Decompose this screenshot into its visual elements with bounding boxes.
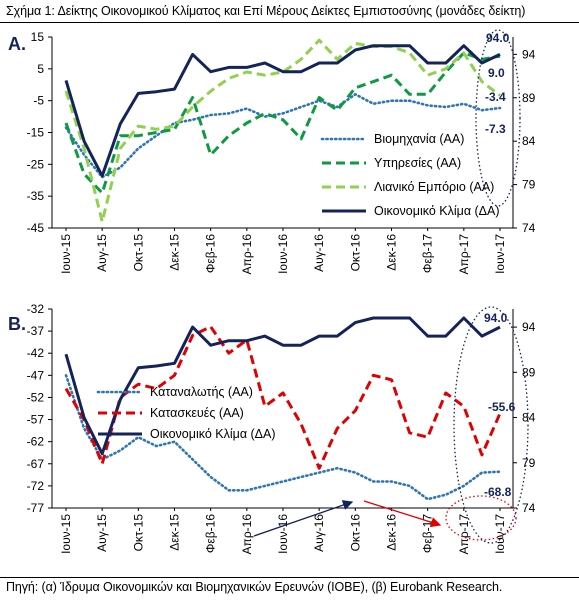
x-tick-label: Απρ-16 xyxy=(240,234,254,275)
left-tick-label: -45 xyxy=(27,221,45,235)
left-tick-label: -37 xyxy=(27,324,45,338)
legend-label: Βιομηχανία (ΑΑ) xyxy=(374,132,464,146)
highlight-ellipse xyxy=(475,29,521,207)
series-line xyxy=(64,44,501,178)
left-tick-label: -72 xyxy=(27,479,45,493)
data-label: -68.8 xyxy=(484,485,512,499)
x-tick-label: Ιουν-15 xyxy=(59,514,73,554)
trend-arrow xyxy=(253,500,354,537)
x-tick-label: Ιουν-17 xyxy=(493,234,507,274)
x-tick-label: Ιουν-16 xyxy=(276,234,290,274)
x-tick-label: Φεβ-16 xyxy=(204,514,218,553)
data-label: 9.0 xyxy=(488,66,505,80)
x-tick-label: Δεκ-15 xyxy=(168,234,182,271)
legend-label: Λιανικό Εμπόριο (ΑΑ) xyxy=(374,180,494,194)
figure-title: Σχήμα 1: Δείκτης Οικονομικού Κλίματος κα… xyxy=(6,4,526,18)
series-line xyxy=(64,38,501,224)
right-tick-label: 79 xyxy=(522,178,536,192)
left-tick-label: -62 xyxy=(27,435,45,449)
x-tick-label: Οκτ-16 xyxy=(348,514,362,552)
series-line xyxy=(64,51,501,195)
left-tick-label: -52 xyxy=(27,390,45,404)
right-tick-label: 84 xyxy=(522,411,536,425)
left-tick-label: -77 xyxy=(27,501,45,515)
x-tick-label: Ιουν-16 xyxy=(276,514,290,554)
left-tick-label: -57 xyxy=(27,413,45,427)
legend-label: Οικονομικό Κλίμα (ΔΑ) xyxy=(374,204,500,218)
x-tick-label: Απρ-16 xyxy=(240,514,254,555)
series-line xyxy=(64,93,502,179)
x-tick-label: Δεκ-16 xyxy=(385,234,399,271)
series-line xyxy=(64,373,502,501)
x-tick-label: Απρ-17 xyxy=(457,234,471,275)
left-tick-label: -15 xyxy=(27,126,45,140)
chart-canvas: A. 15 5 -5 -15 -25 -35 -45 94 89 84 79 74 Ιουν-15 Αυγ-… xyxy=(8,29,536,554)
figure-source: Πηγή: (α) Ίδρυμα Οικονομικών και Βιομηχα… xyxy=(6,580,503,594)
right-tick-label: 89 xyxy=(522,91,536,105)
right-tick-label: 84 xyxy=(522,134,536,148)
left-tick-label: -32 xyxy=(27,302,45,316)
legend-label: Οικονομικό Κλίμα (ΔΑ) xyxy=(150,427,276,441)
legend-label: Κατασκευές (ΑΑ) xyxy=(150,406,244,420)
x-tick-label: Φεβ-17 xyxy=(421,234,435,273)
panel-label: A. xyxy=(8,34,26,54)
x-tick-label: Αυγ-16 xyxy=(312,234,326,272)
x-tick-label: Οκτ-15 xyxy=(131,514,145,552)
data-label: -55.6 xyxy=(488,400,516,414)
x-tick-label: Αυγ-15 xyxy=(95,234,109,272)
left-tick-label: -42 xyxy=(27,346,45,360)
x-tick-label: Δεκ-16 xyxy=(385,514,399,551)
series-line xyxy=(64,316,501,456)
x-tick-label: Αυγ-15 xyxy=(95,514,109,552)
panel-label: B. xyxy=(8,314,26,334)
left-tick-label: 15 xyxy=(31,30,45,44)
right-tick-label: 74 xyxy=(522,501,536,515)
left-tick-label: -35 xyxy=(27,189,45,203)
source-rule xyxy=(0,577,579,578)
data-label: -3.4 xyxy=(485,90,506,104)
trend-arrow-red xyxy=(363,500,442,528)
series-line xyxy=(64,325,502,470)
right-tick-label: 79 xyxy=(522,456,536,470)
legend-label: Υπηρεσίες (ΑΑ) xyxy=(374,156,461,170)
right-tick-label: 94 xyxy=(522,47,536,61)
panel-b-chart: B.-32 -37 -42 -47 -52 -57 -62 -67 -72 -77 94 89 84 79… xyxy=(8,302,536,554)
left-tick-label: -25 xyxy=(27,157,45,171)
x-tick-label: Αυγ-16 xyxy=(312,514,326,552)
x-tick-label: Ιουν-17 xyxy=(493,514,507,554)
right-tick-label: 74 xyxy=(522,221,536,235)
legend-label: Καταναλωτής (ΑΑ) xyxy=(150,385,253,399)
highlight-ellipse-red xyxy=(445,495,517,541)
left-tick-label: -67 xyxy=(27,457,45,471)
data-label: -7.3 xyxy=(485,122,506,136)
highlight-ellipse xyxy=(453,306,529,544)
data-label: 94.0 xyxy=(486,31,510,45)
right-tick-label: 89 xyxy=(522,365,536,379)
title-rule xyxy=(0,22,579,23)
right-tick-label: 94 xyxy=(522,320,536,334)
left-tick-label: 5 xyxy=(37,62,44,76)
x-tick-label: Ιουν-15 xyxy=(59,234,73,274)
x-tick-label: Απρ-17 xyxy=(457,514,471,555)
x-tick-label: Οκτ-16 xyxy=(348,234,362,272)
x-tick-label: Δεκ-15 xyxy=(168,514,182,551)
x-tick-label: Οκτ-15 xyxy=(131,234,145,272)
data-label: 94.0 xyxy=(484,311,508,325)
left-tick-label: -47 xyxy=(27,368,45,382)
panel-a-chart: A. 15 5 -5 -15 -25 -35 -45 94 89 84 79 74 Ιουν-15 Αυγ-… xyxy=(8,29,536,275)
left-tick-label: -5 xyxy=(33,94,44,108)
x-tick-label: Φεβ-16 xyxy=(204,234,218,273)
